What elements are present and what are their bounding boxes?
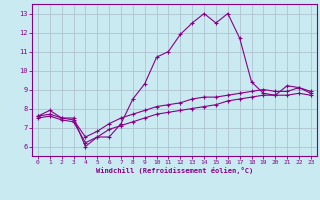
X-axis label: Windchill (Refroidissement éolien,°C): Windchill (Refroidissement éolien,°C) [96,167,253,174]
